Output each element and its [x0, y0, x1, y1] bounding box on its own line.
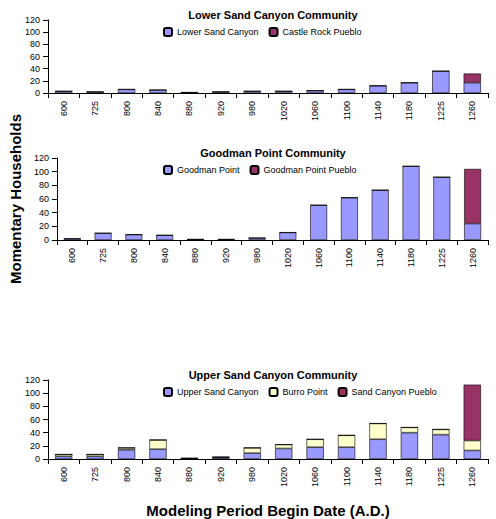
- svg-text:Goodman Point Community: Goodman Point Community: [200, 147, 346, 159]
- svg-text:600: 600: [59, 101, 69, 116]
- svg-text:1100: 1100: [342, 467, 352, 486]
- svg-text:800: 800: [122, 467, 132, 482]
- svg-text:1260: 1260: [467, 101, 477, 121]
- svg-text:80: 80: [30, 401, 40, 411]
- svg-text:1225: 1225: [437, 248, 447, 268]
- svg-text:1180: 1180: [404, 467, 414, 486]
- svg-text:120: 120: [34, 153, 49, 163]
- svg-text:60: 60: [30, 415, 40, 425]
- svg-text:0: 0: [35, 88, 40, 98]
- svg-text:Lower Sand Canyon Community: Lower Sand Canyon Community: [188, 9, 358, 21]
- svg-text:1180: 1180: [406, 248, 416, 267]
- svg-text:80: 80: [30, 39, 40, 49]
- svg-text:100: 100: [34, 167, 49, 177]
- svg-text:1225: 1225: [436, 467, 446, 487]
- svg-text:880: 880: [184, 101, 194, 116]
- svg-text:880: 880: [190, 248, 200, 263]
- svg-text:Goodman Point: Goodman Point: [177, 165, 240, 175]
- svg-text:840: 840: [160, 248, 170, 263]
- svg-text:725: 725: [98, 248, 108, 263]
- svg-text:Lower Sand Canyon: Lower Sand Canyon: [177, 27, 259, 37]
- svg-text:800: 800: [122, 101, 132, 116]
- svg-text:Modeling Period Begin Date (A.: Modeling Period Begin Date (A.D.): [146, 502, 389, 519]
- svg-text:Burro Point: Burro Point: [283, 387, 329, 397]
- svg-text:880: 880: [184, 467, 194, 482]
- svg-text:1100: 1100: [342, 101, 352, 120]
- svg-text:0: 0: [35, 454, 40, 464]
- svg-text:980: 980: [247, 467, 257, 482]
- svg-text:1100: 1100: [344, 248, 354, 267]
- svg-text:100: 100: [25, 388, 40, 398]
- svg-text:1140: 1140: [375, 248, 385, 267]
- svg-text:725: 725: [90, 467, 100, 482]
- svg-text:840: 840: [153, 467, 163, 482]
- svg-text:120: 120: [25, 15, 40, 25]
- svg-text:725: 725: [90, 101, 100, 116]
- svg-text:1060: 1060: [310, 467, 320, 487]
- svg-text:20: 20: [39, 221, 49, 231]
- svg-text:20: 20: [30, 76, 40, 86]
- svg-text:40: 40: [39, 208, 49, 218]
- svg-text:1020: 1020: [279, 101, 289, 121]
- svg-text:40: 40: [30, 64, 40, 74]
- svg-text:Upper Sand Canyon Community: Upper Sand Canyon Community: [189, 369, 359, 381]
- svg-text:600: 600: [67, 248, 77, 263]
- svg-text:600: 600: [59, 467, 69, 482]
- svg-text:920: 920: [216, 467, 226, 482]
- svg-text:920: 920: [216, 101, 226, 116]
- svg-text:1140: 1140: [373, 101, 383, 120]
- svg-text:Castle Rock Pueblo: Castle Rock Pueblo: [283, 27, 362, 37]
- svg-text:1260: 1260: [467, 467, 477, 487]
- svg-text:1020: 1020: [283, 248, 293, 268]
- svg-text:920: 920: [221, 248, 231, 263]
- svg-text:Upper Sand Canyon: Upper Sand Canyon: [177, 387, 259, 397]
- svg-text:1140: 1140: [373, 467, 383, 486]
- svg-text:1020: 1020: [279, 467, 289, 487]
- svg-text:1225: 1225: [436, 101, 446, 121]
- svg-text:Goodman Point Pueblo: Goodman Point Pueblo: [264, 165, 357, 175]
- svg-text:840: 840: [153, 101, 163, 116]
- svg-text:80: 80: [39, 180, 49, 190]
- svg-text:980: 980: [252, 248, 262, 263]
- svg-text:20: 20: [30, 441, 40, 451]
- svg-text:120: 120: [25, 375, 40, 385]
- svg-text:100: 100: [25, 27, 40, 37]
- svg-text:60: 60: [30, 52, 40, 62]
- svg-text:1260: 1260: [468, 248, 478, 268]
- svg-text:980: 980: [247, 101, 257, 116]
- svg-text:60: 60: [39, 194, 49, 204]
- svg-text:0: 0: [44, 235, 49, 245]
- svg-text:1060: 1060: [314, 248, 324, 268]
- svg-text:800: 800: [129, 248, 139, 263]
- svg-text:1060: 1060: [310, 101, 320, 121]
- svg-text:Momentary Households: Momentary Households: [7, 114, 24, 284]
- svg-text:1180: 1180: [404, 101, 414, 120]
- svg-text:40: 40: [30, 428, 40, 438]
- svg-text:Sand Canyon Pueblo: Sand Canyon Pueblo: [352, 387, 437, 397]
